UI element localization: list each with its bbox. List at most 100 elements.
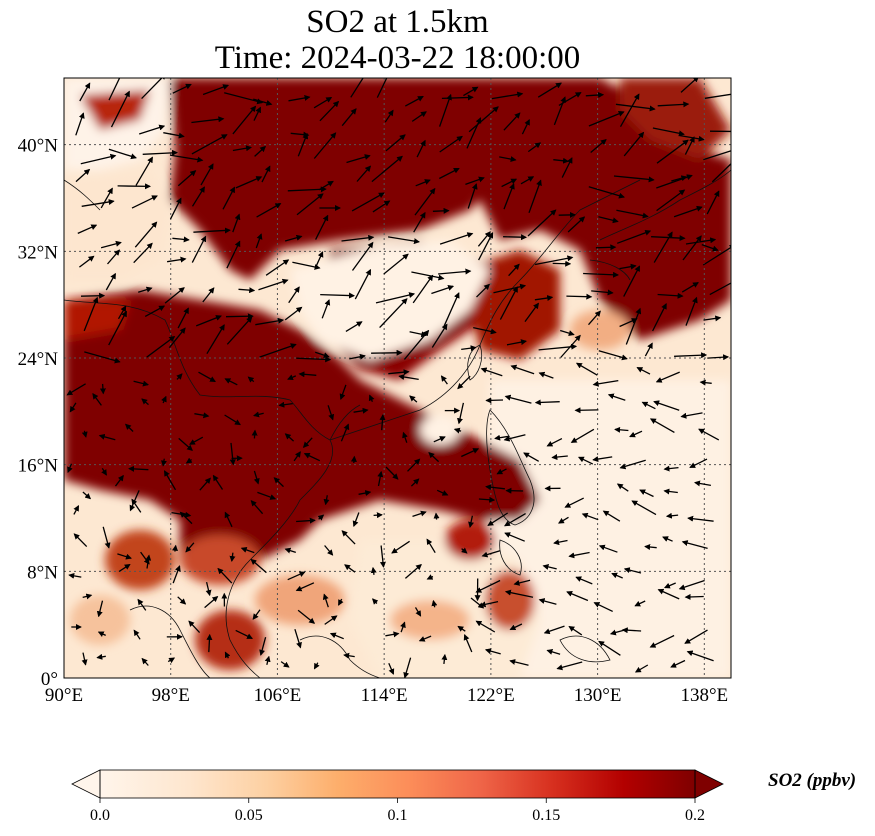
wind-arrow bbox=[81, 652, 88, 666]
lon-tick-label: 90°E bbox=[45, 685, 83, 706]
wind-arrow bbox=[107, 249, 121, 265]
wind-arrow bbox=[324, 615, 338, 625]
wind-arrow bbox=[80, 153, 117, 165]
wind-arrow bbox=[480, 367, 503, 377]
wind-arrow bbox=[261, 165, 271, 183]
wind-arrow bbox=[592, 379, 619, 387]
wind-arrow bbox=[542, 564, 557, 570]
wind-arrow bbox=[133, 380, 149, 387]
colorbar-tick-label: 0.1 bbox=[388, 807, 408, 824]
wind-arrow bbox=[503, 183, 515, 210]
wind-arrow bbox=[385, 466, 399, 480]
wind-arrow bbox=[131, 195, 158, 209]
wind-arrow bbox=[191, 186, 205, 207]
wind-arrow bbox=[418, 635, 432, 642]
wind-arrow bbox=[194, 412, 210, 419]
wind-arrow bbox=[161, 395, 167, 404]
wind-arrow bbox=[678, 579, 705, 591]
wind-arrow bbox=[118, 563, 131, 573]
wind-arrow bbox=[613, 175, 655, 183]
wind-arrow bbox=[193, 227, 231, 234]
wind-arrow bbox=[475, 620, 496, 633]
wind-arrow bbox=[652, 127, 685, 137]
wind-arrow bbox=[138, 286, 153, 293]
wind-arrow bbox=[463, 633, 473, 653]
wind-arrow bbox=[653, 231, 673, 263]
wind-arrow bbox=[663, 465, 679, 472]
wind-arrow bbox=[250, 500, 264, 515]
wind-arrow bbox=[616, 483, 629, 492]
wind-arrow bbox=[655, 371, 680, 383]
wind-arrow bbox=[108, 310, 127, 346]
wind-arrow bbox=[77, 224, 98, 234]
wind-arrow bbox=[375, 292, 416, 304]
colorbar-tick-label: 0.2 bbox=[685, 807, 705, 824]
wind-arrow bbox=[229, 552, 236, 562]
wind-arrow bbox=[204, 595, 219, 609]
colorbar-label: SO2 (ppbv) bbox=[768, 770, 857, 791]
lat-tick-label: 24°N bbox=[18, 349, 59, 370]
wind-arrow bbox=[341, 530, 356, 545]
wind-arrow bbox=[222, 186, 236, 210]
wind-arrow bbox=[441, 653, 448, 664]
wind-arrow bbox=[84, 351, 121, 364]
wind-arrow bbox=[634, 664, 649, 673]
wind-arrow bbox=[224, 511, 233, 528]
wind-arrow bbox=[371, 349, 403, 356]
wind-arrow bbox=[414, 607, 422, 617]
wind-arrow bbox=[402, 431, 408, 443]
wind-arrow bbox=[513, 579, 531, 586]
wind-arrow bbox=[662, 536, 673, 542]
wind-arrow bbox=[391, 540, 410, 554]
wind-arrow bbox=[294, 629, 302, 649]
wind-arrow bbox=[588, 310, 601, 326]
wind-arrow bbox=[593, 602, 613, 612]
wind-arrow bbox=[284, 433, 295, 442]
wind-arrow bbox=[701, 243, 719, 252]
lon-tick-label: 138°E bbox=[680, 685, 728, 706]
wind-arrow bbox=[414, 187, 436, 216]
wind-arrow bbox=[373, 512, 383, 519]
wind-arrow bbox=[273, 477, 284, 488]
wind-arrow bbox=[574, 407, 599, 414]
wind-arrow bbox=[433, 436, 446, 443]
wind-arrow bbox=[226, 316, 253, 345]
wind-arrow bbox=[619, 318, 638, 328]
wind-arrow bbox=[457, 402, 465, 425]
wind-arrow bbox=[66, 383, 86, 396]
wind-arrow bbox=[711, 162, 731, 183]
wind-arrow bbox=[680, 412, 703, 419]
wind-arrow bbox=[674, 352, 708, 359]
wind-arrow bbox=[163, 132, 185, 139]
wind-arrow bbox=[443, 292, 460, 328]
wind-arrow bbox=[169, 154, 204, 163]
wind-arrow bbox=[588, 110, 625, 127]
wind-arrow bbox=[388, 663, 395, 675]
wind-arrow bbox=[323, 495, 330, 506]
wind-arrow bbox=[99, 383, 106, 395]
wind-arrow bbox=[313, 96, 333, 109]
wind-arrow bbox=[403, 657, 412, 678]
wind-arrow bbox=[591, 289, 614, 296]
wind-arrow bbox=[235, 176, 263, 189]
wind-arrow bbox=[69, 402, 77, 413]
wind-arrow bbox=[566, 591, 589, 602]
wind-arrow bbox=[534, 295, 554, 301]
wind-arrow bbox=[259, 343, 297, 358]
wind-arrow bbox=[527, 142, 542, 153]
lon-tick-label: 98°E bbox=[152, 685, 190, 706]
wind-arrow bbox=[478, 232, 494, 261]
wind-arrow bbox=[314, 351, 330, 359]
wind-arrow bbox=[168, 327, 186, 349]
latitude-axis: 0° 8°N 16°N 24°N 32°N 40°N bbox=[18, 136, 59, 690]
wind-arrow bbox=[673, 205, 703, 218]
wind-arrow bbox=[409, 395, 418, 403]
wind-arrow bbox=[351, 241, 374, 271]
wind-arrow bbox=[240, 547, 255, 554]
lon-tick-label: 122°E bbox=[467, 685, 515, 706]
wind-arrow bbox=[224, 378, 238, 386]
wind-arrow bbox=[432, 207, 450, 214]
wind-arrow bbox=[592, 456, 613, 463]
wind-arrow bbox=[96, 653, 106, 660]
wind-arrow bbox=[699, 379, 712, 386]
